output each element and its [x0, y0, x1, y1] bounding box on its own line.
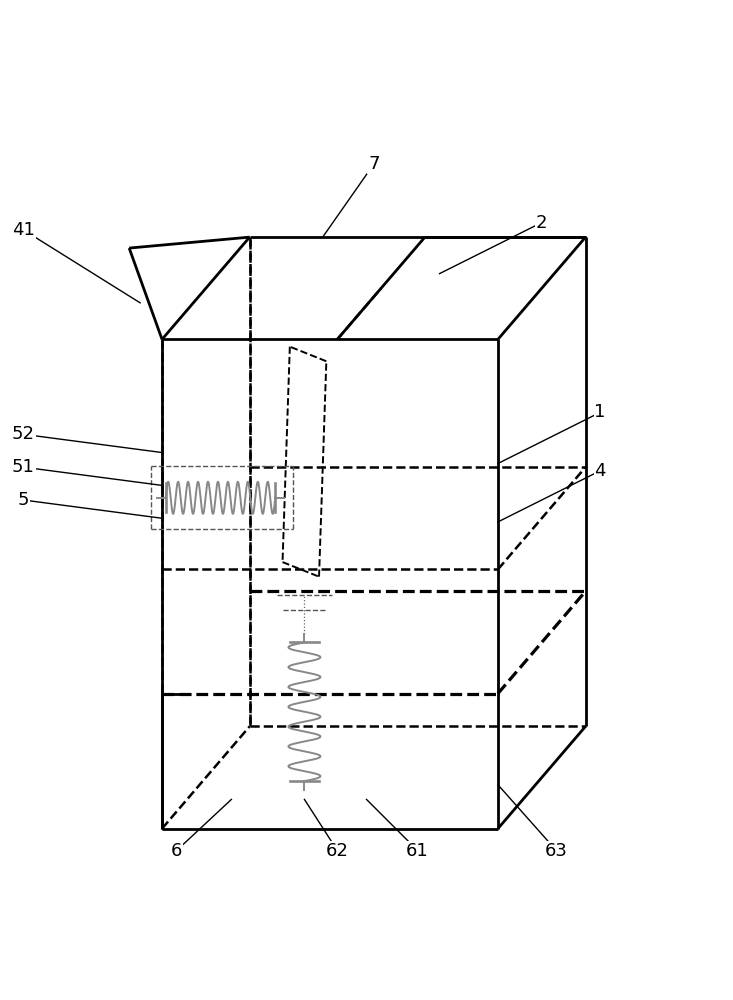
Text: 6: 6 [171, 842, 183, 860]
Text: 2: 2 [536, 214, 548, 232]
Text: 62: 62 [326, 842, 349, 860]
Text: 5: 5 [18, 491, 29, 509]
Text: 61: 61 [406, 842, 429, 860]
Text: 41: 41 [12, 221, 34, 239]
Text: 51: 51 [12, 458, 34, 476]
Text: 7: 7 [368, 155, 380, 173]
Text: 63: 63 [545, 842, 568, 860]
Text: 4: 4 [594, 462, 606, 480]
Text: 52: 52 [12, 425, 34, 443]
Text: 1: 1 [594, 403, 606, 421]
